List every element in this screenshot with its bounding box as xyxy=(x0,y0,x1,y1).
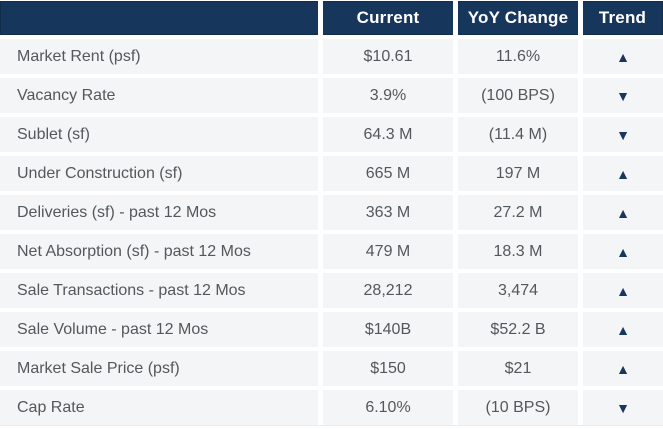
column-header-current: Current xyxy=(323,1,453,35)
row-label-deliveries: Deliveries (sf) - past 12 Mos xyxy=(0,195,318,230)
yoy-value: 18.3 M xyxy=(458,234,578,269)
row-label-sale-transactions: Sale Transactions - past 12 Mos xyxy=(0,273,318,308)
column-header-trend: Trend xyxy=(583,1,663,35)
trend-up-icon: ▲ xyxy=(583,351,663,386)
row-label-market-sale-price: Market Sale Price (psf) xyxy=(0,351,318,386)
yoy-value: 3,474 xyxy=(458,273,578,308)
trend-up-icon: ▲ xyxy=(583,234,663,269)
trend-up-icon: ▲ xyxy=(583,39,663,74)
row-label-sublet: Sublet (sf) xyxy=(0,117,318,152)
trend-up-icon: ▲ xyxy=(583,195,663,230)
current-value: 64.3 M xyxy=(323,117,453,152)
yoy-value: (11.4 M) xyxy=(458,117,578,152)
trend-up-icon: ▲ xyxy=(583,156,663,191)
trend-down-icon: ▼ xyxy=(583,390,663,425)
trend-down-icon: ▼ xyxy=(583,117,663,152)
row-label-cap-rate: Cap Rate xyxy=(0,390,318,425)
row-label-market-rent: Market Rent (psf) xyxy=(0,39,318,74)
yoy-value: (10 BPS) xyxy=(458,390,578,425)
column-header-yoy-change: YoY Change xyxy=(458,1,578,35)
row-label-vacancy-rate: Vacancy Rate xyxy=(0,78,318,113)
current-value: 479 M xyxy=(323,234,453,269)
yoy-value: 11.6% xyxy=(458,39,578,74)
current-value: 363 M xyxy=(323,195,453,230)
trend-up-icon: ▲ xyxy=(583,273,663,308)
current-value: 6.10% xyxy=(323,390,453,425)
current-value: 3.9% xyxy=(323,78,453,113)
yoy-value: $21 xyxy=(458,351,578,386)
current-value: $150 xyxy=(323,351,453,386)
row-label-under-construction: Under Construction (sf) xyxy=(0,156,318,191)
yoy-value: 27.2 M xyxy=(458,195,578,230)
trend-up-icon: ▲ xyxy=(583,312,663,347)
row-label-net-absorption: Net Absorption (sf) - past 12 Mos xyxy=(0,234,318,269)
yoy-value: (100 BPS) xyxy=(458,78,578,113)
table-bottom-divider xyxy=(0,425,663,426)
row-label-sale-volume: Sale Volume - past 12 Mos xyxy=(0,312,318,347)
current-value: 28,212 xyxy=(323,273,453,308)
trend-down-icon: ▼ xyxy=(583,78,663,113)
yoy-value: 197 M xyxy=(458,156,578,191)
yoy-value: $52.2 B xyxy=(458,312,578,347)
current-value: 665 M xyxy=(323,156,453,191)
current-value: $10.61 xyxy=(323,39,453,74)
current-value: $140B xyxy=(323,312,453,347)
column-header-blank xyxy=(0,1,318,35)
